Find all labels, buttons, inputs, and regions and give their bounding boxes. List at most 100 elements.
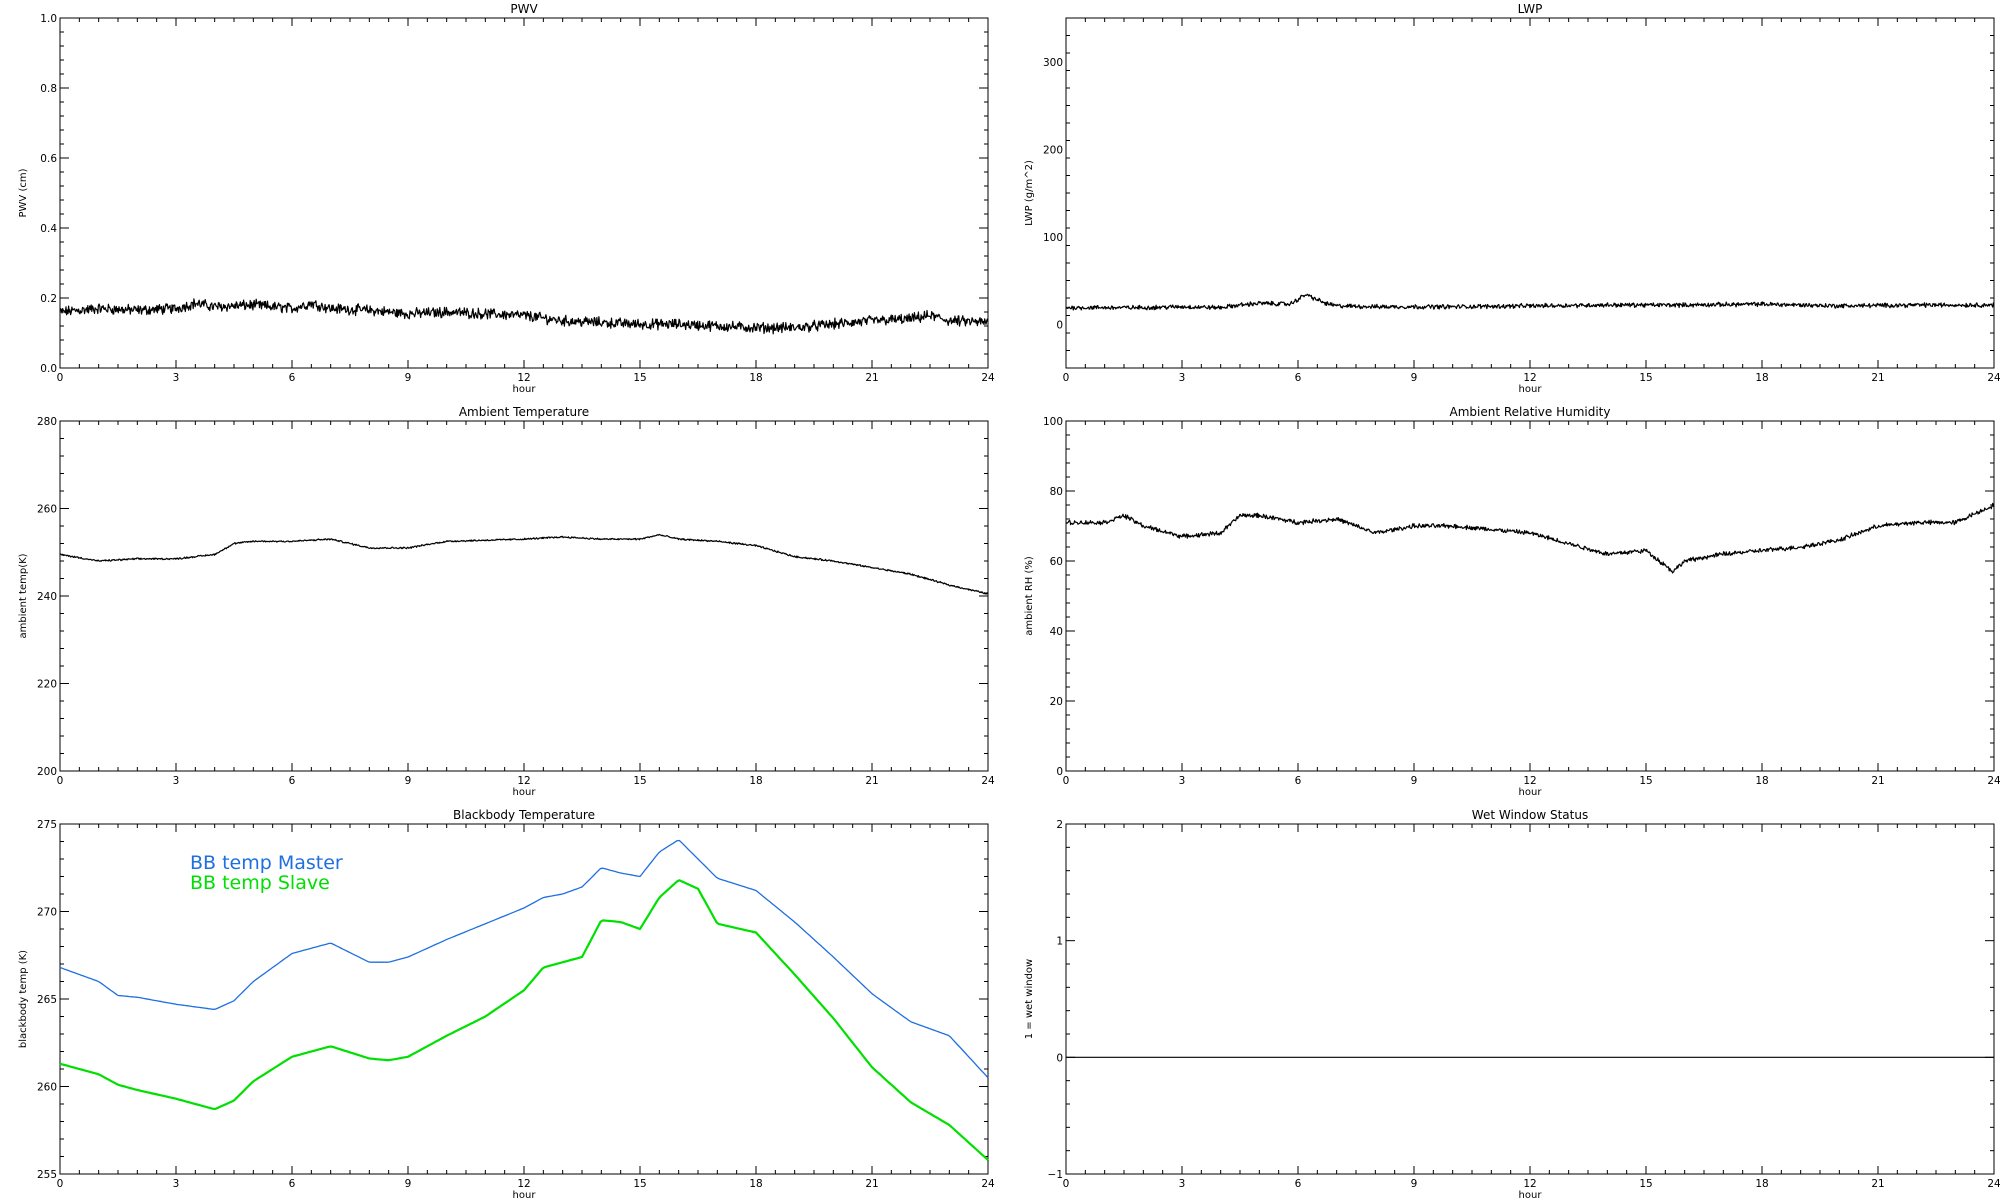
x-tick-label: 0 (1063, 372, 1070, 384)
x-tick-label: 15 (1639, 1178, 1652, 1190)
x-tick-label: 3 (173, 1178, 180, 1190)
y-tick-label: 260 (37, 1082, 57, 1094)
y-tick-label: 40 (1050, 626, 1063, 638)
y-tick-label: 220 (37, 679, 57, 691)
x-tick-label: 9 (1411, 372, 1418, 384)
x-tick-label: 9 (405, 775, 412, 787)
y-axis-label: LWP (g/m^2) (1024, 160, 1035, 226)
plot-frame (59, 17, 989, 369)
x-tick-label: 9 (405, 372, 412, 384)
x-tick-label: 18 (749, 1178, 762, 1190)
y-tick-label: 1.0 (40, 13, 57, 25)
chart-title: PWV (510, 2, 538, 16)
y-tick-label: 0 (1056, 766, 1063, 778)
plot-frame (59, 420, 989, 772)
y-tick-label: 265 (37, 994, 57, 1006)
series-line (59, 839, 989, 1079)
x-tick-label: 24 (1987, 775, 2000, 787)
x-tick-label: 18 (749, 775, 762, 787)
x-axis-label: hour (1519, 787, 1543, 798)
y-tick-label: 2 (1056, 819, 1063, 831)
y-axis-label: PWV (cm) (18, 168, 29, 217)
x-tick-label: 3 (173, 775, 180, 787)
series-line (59, 879, 989, 1161)
y-tick-label: 200 (37, 766, 57, 778)
chart-ambient-temp: Ambient Temperature 0 3 6 9 12 15 18 21 24 hour 200… (18, 405, 995, 798)
x-tick-label: 0 (1063, 1178, 1070, 1190)
x-tick-label: 18 (749, 372, 762, 384)
y-tick-label: 0.8 (40, 83, 57, 95)
y-tick-label: 0.6 (40, 153, 57, 165)
x-tick-label: 6 (289, 775, 296, 787)
y-axis-label: blackbody temp (K) (18, 950, 29, 1048)
y-tick-label: 0.4 (40, 223, 57, 235)
y-tick-label: 0 (1056, 1052, 1063, 1064)
x-tick-label: 9 (1411, 775, 1418, 787)
x-axis-label: hour (1519, 384, 1543, 395)
x-axis-label: hour (513, 1190, 537, 1200)
x-tick-label: 21 (1871, 775, 1884, 787)
x-tick-label: 12 (517, 775, 530, 787)
x-tick-label: 3 (1179, 372, 1186, 384)
chart-blackbody-temp: Blackbody Temperature 0 3 6 9 12 15 18 21 24 hour 2… (18, 808, 995, 1200)
x-tick-label: 15 (1639, 775, 1652, 787)
y-tick-label: 0 (1056, 319, 1063, 331)
x-tick-label: 21 (865, 1178, 878, 1190)
y-tick-label: 300 (1043, 57, 1063, 69)
x-tick-label: 21 (1871, 372, 1884, 384)
x-tick-label: 18 (1755, 1178, 1768, 1190)
y-axis-label: ambient RH (%) (1024, 556, 1035, 636)
x-tick-label: 12 (1523, 1178, 1536, 1190)
y-axis-label: 1 = wet window (1024, 959, 1035, 1039)
x-tick-label: 24 (981, 372, 995, 384)
x-tick-label: 12 (517, 1178, 530, 1190)
x-tick-label: 15 (633, 372, 646, 384)
chart-title: Ambient Temperature (459, 405, 589, 419)
x-tick-label: 6 (289, 372, 296, 384)
x-axis-label: hour (513, 384, 537, 395)
y-axis-label: ambient temp(K) (18, 553, 29, 638)
y-tick-label: 260 (37, 504, 57, 516)
series-line (59, 298, 989, 335)
x-tick-label: 24 (1987, 1178, 2000, 1190)
x-tick-label: 21 (865, 775, 878, 787)
y-tick-label: 20 (1050, 696, 1063, 708)
x-axis-label: hour (513, 787, 537, 798)
plot-frame (1065, 420, 1995, 772)
y-tick-label: 1 (1056, 936, 1063, 948)
x-tick-label: 15 (633, 1178, 646, 1190)
y-tick-label: 0.0 (40, 363, 57, 375)
y-tick-label: 200 (1043, 144, 1063, 156)
y-tick-label: −1 (1048, 1169, 1063, 1181)
x-tick-label: 6 (1295, 372, 1302, 384)
y-tick-label: 240 (37, 591, 57, 603)
x-tick-label: 9 (1411, 1178, 1418, 1190)
chart-title: Ambient Relative Humidity (1450, 405, 1611, 419)
chart-lwp: LWP 0 3 6 9 12 15 18 21 24 hour 0 100 200 300 LWP (g/m^… (1024, 2, 2000, 395)
y-tick-label: 100 (1043, 232, 1063, 244)
x-tick-label: 18 (1755, 372, 1768, 384)
plot-frame (1065, 17, 1995, 369)
series-line (1065, 502, 1995, 574)
y-tick-label: 255 (37, 1169, 57, 1181)
legend-entry: BB temp Master (190, 852, 343, 874)
x-tick-label: 24 (981, 775, 995, 787)
x-axis-label: hour (1519, 1190, 1543, 1200)
x-tick-label: 21 (1871, 1178, 1884, 1190)
y-tick-label: 60 (1050, 556, 1063, 568)
plot-frame (1065, 823, 1995, 1175)
x-tick-label: 24 (1987, 372, 2000, 384)
series-line (59, 533, 989, 595)
chart-ambient-rh: Ambient Relative Humidity 0 3 6 9 12 15 18 21 24 h… (1024, 405, 2000, 798)
y-tick-label: 80 (1050, 486, 1063, 498)
x-tick-label: 3 (1179, 1178, 1186, 1190)
chart-pwv: PWV 0 3 6 9 12 15 18 21 24 hour 0.0 0.2 0.4 0.6 0.8 1.0 P… (18, 2, 995, 395)
x-tick-label: 0 (57, 372, 64, 384)
x-tick-label: 21 (865, 372, 878, 384)
x-tick-label: 0 (57, 1178, 64, 1190)
y-tick-label: 270 (37, 907, 57, 919)
x-tick-label: 6 (1295, 775, 1302, 787)
x-tick-label: 6 (289, 1178, 296, 1190)
